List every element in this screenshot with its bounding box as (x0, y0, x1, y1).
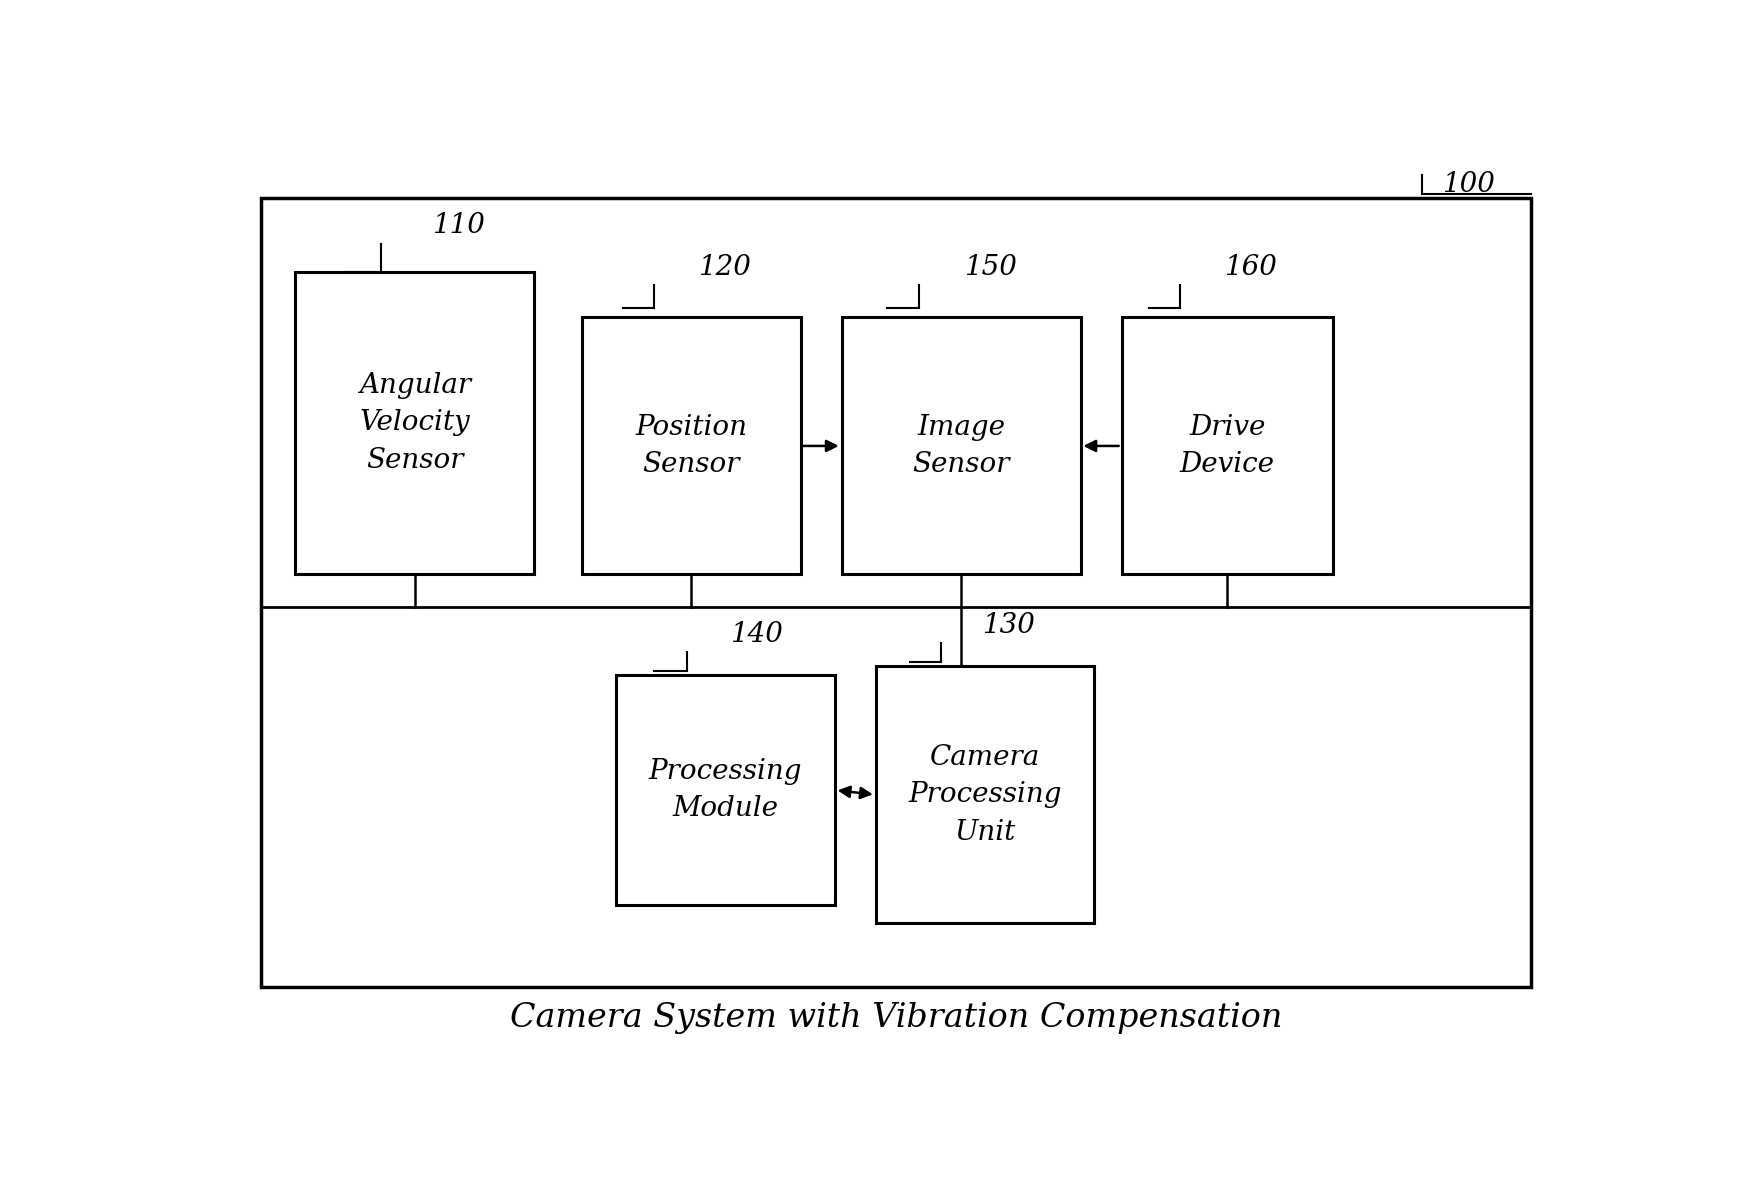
Bar (1121, 317, 1334, 575)
Bar (617, 676, 835, 905)
Bar (261, 198, 1531, 987)
Text: Position
Sensor: Position Sensor (636, 414, 747, 478)
Text: Image
Sensor: Image Sensor (913, 414, 1010, 478)
Bar (876, 666, 1094, 924)
Text: Camera
Processing
Unit: Camera Processing Unit (907, 744, 1062, 845)
Text: Camera System with Vibration Compensation: Camera System with Vibration Compensatio… (509, 1001, 1283, 1033)
Text: 130: 130 (981, 611, 1034, 639)
Text: 110: 110 (432, 212, 485, 240)
Text: 150: 150 (964, 254, 1017, 281)
Text: 140: 140 (729, 621, 782, 648)
Text: 120: 120 (698, 254, 751, 281)
Bar (296, 272, 534, 575)
Text: 100: 100 (1443, 170, 1496, 198)
Text: 160: 160 (1225, 254, 1277, 281)
Text: Drive
Device: Drive Device (1181, 414, 1276, 478)
Text: Processing
Module: Processing Module (648, 758, 802, 822)
Text: Angular
Velocity
Sensor: Angular Velocity Sensor (359, 372, 470, 474)
Bar (581, 317, 800, 575)
Bar (842, 317, 1080, 575)
